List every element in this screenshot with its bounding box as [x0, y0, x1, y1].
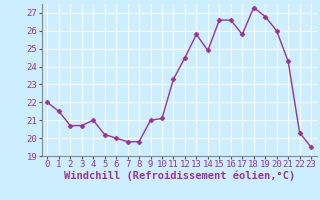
- X-axis label: Windchill (Refroidissement éolien,°C): Windchill (Refroidissement éolien,°C): [64, 171, 295, 181]
